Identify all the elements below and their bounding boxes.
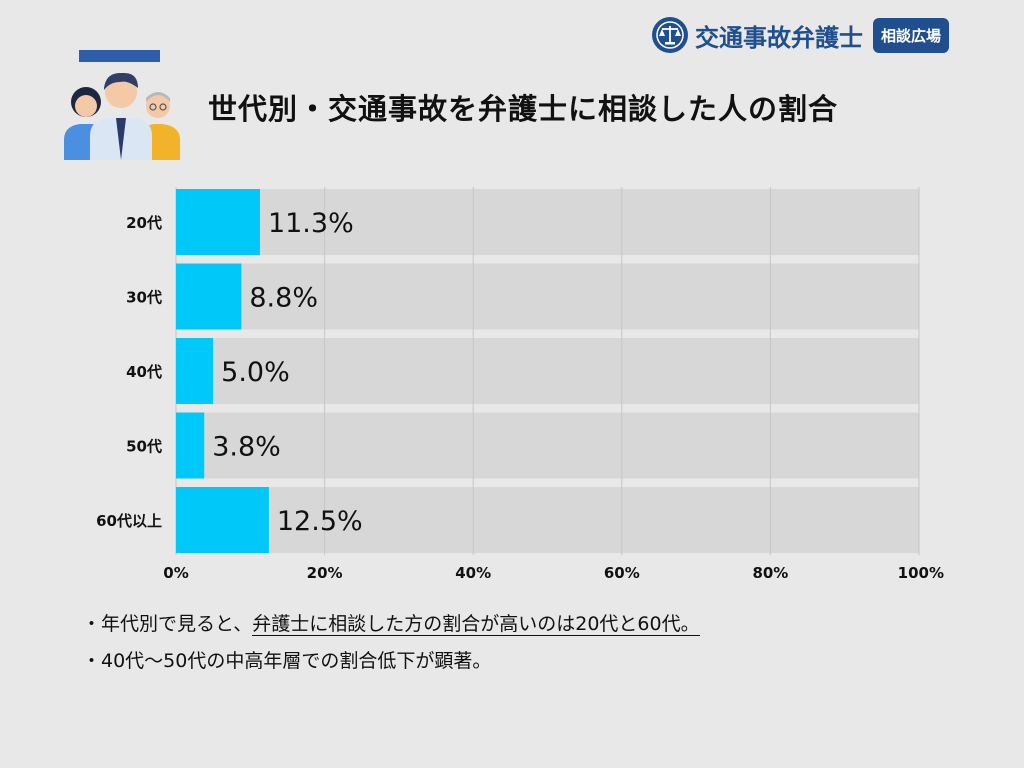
bar-3 [176,412,205,479]
note-2-text: ・40代〜50代の中高年層での割合低下が顕著。 [82,650,492,672]
bar-track-4 [176,487,919,553]
bar-value-label-3: 3.8% [212,432,281,463]
title-accent-bar [79,50,160,62]
bar-track-1 [176,263,919,330]
bar-track-2 [176,338,919,404]
category-label-2: 40代 [126,363,162,381]
note-1-text: ・年代別で見ると、 [82,613,253,635]
x-tick-label-4: 80% [752,564,788,582]
bar-2 [176,338,214,404]
category-label-4: 60代以上 [96,512,162,530]
x-tick-label-3: 60% [604,564,640,582]
bar-0 [176,189,260,255]
category-label-3: 50代 [126,438,162,456]
note-line-1: ・年代別で見ると、弁護士に相談した方の割合が高いのは20代と60代。 [82,606,700,643]
page-title: 世代別・交通事故を弁護士に相談した人の割合 [208,92,839,126]
bar-value-label-2: 5.0% [221,357,290,388]
x-tick-label-1: 20% [307,564,343,582]
x-tick-label-0: 0% [163,564,188,582]
bar-4 [176,487,269,553]
brand-name: 交通事故弁護士 [695,23,863,52]
bar-track-3 [176,412,919,479]
x-tick-label-2: 40% [455,564,491,582]
brand-header: 交通事故弁護士 相談広場 [651,15,950,55]
note-line-2: ・40代〜50代の中高年層での割合低下が顕著。 [82,643,700,680]
notes: ・年代別で見ると、弁護士に相談した方の割合が高いのは20代と60代。 ・40代〜… [82,606,700,680]
three-people-icon [64,72,180,160]
bar-track-0 [176,189,919,255]
bar-value-label-4: 12.5% [277,506,363,537]
bar-value-label-0: 11.3% [268,208,354,239]
scales-of-justice-icon [652,17,688,53]
note-1-underlined: 弁護士に相談した方の割合が高いのは20代と60代。 [252,613,700,636]
bar-value-label-1: 8.8% [249,283,318,314]
x-tick-label-5: 100% [898,564,944,582]
category-label-0: 20代 [126,214,162,232]
bar-1 [176,263,242,330]
brand-badge: 相談広場 [873,17,950,53]
category-label-1: 30代 [126,289,162,307]
